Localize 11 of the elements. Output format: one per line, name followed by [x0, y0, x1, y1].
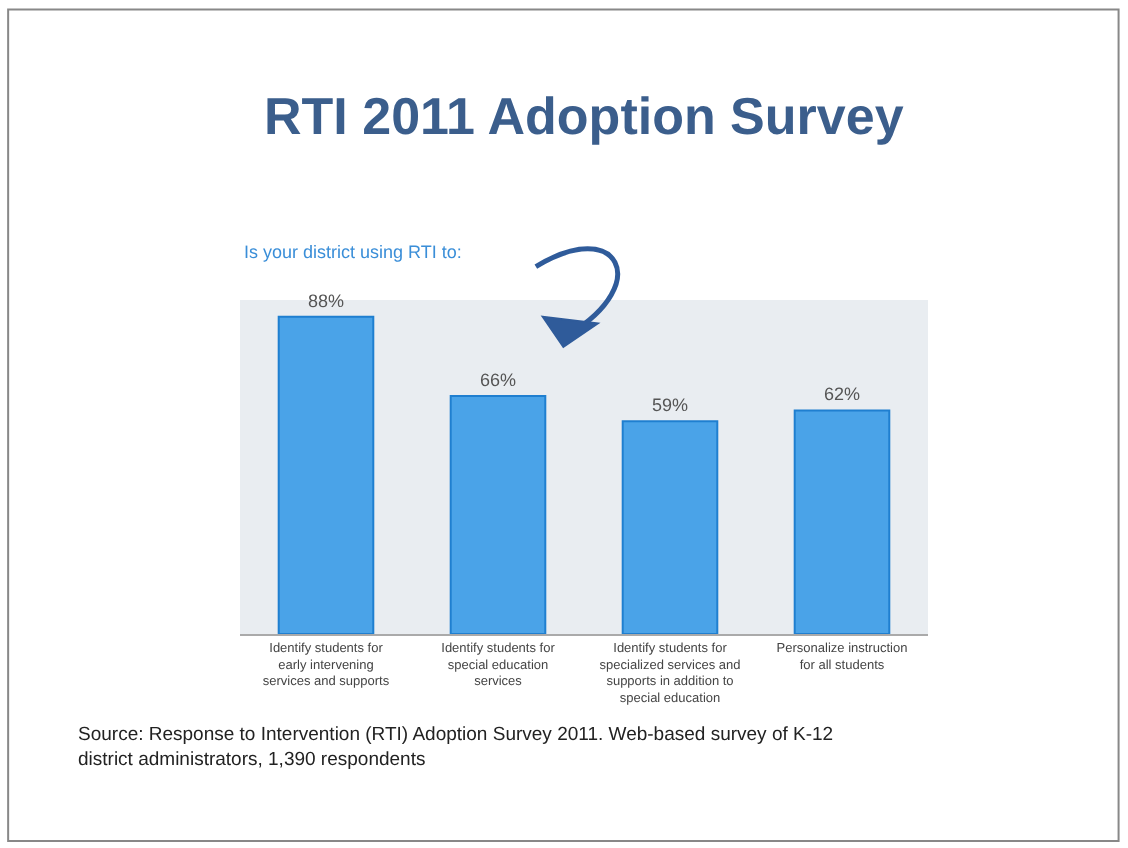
bar [621, 420, 719, 634]
chart-title: RTI 2011 Adoption Survey [264, 86, 905, 146]
chart-subtitle: Is your district using RTI to: [244, 242, 462, 262]
data-label: 88% [307, 290, 345, 311]
source-note: Source: Response to Intervention (RTI) Adoption Survey 2011. Web-based survey of K-12 district administrators, 1,390 respondents [78, 724, 834, 771]
data-label: 62% [823, 384, 861, 405]
data-label: 59% [651, 395, 689, 416]
bar [277, 315, 375, 634]
bar [449, 395, 547, 634]
bar [793, 409, 891, 634]
data-label: 66% [479, 370, 517, 391]
